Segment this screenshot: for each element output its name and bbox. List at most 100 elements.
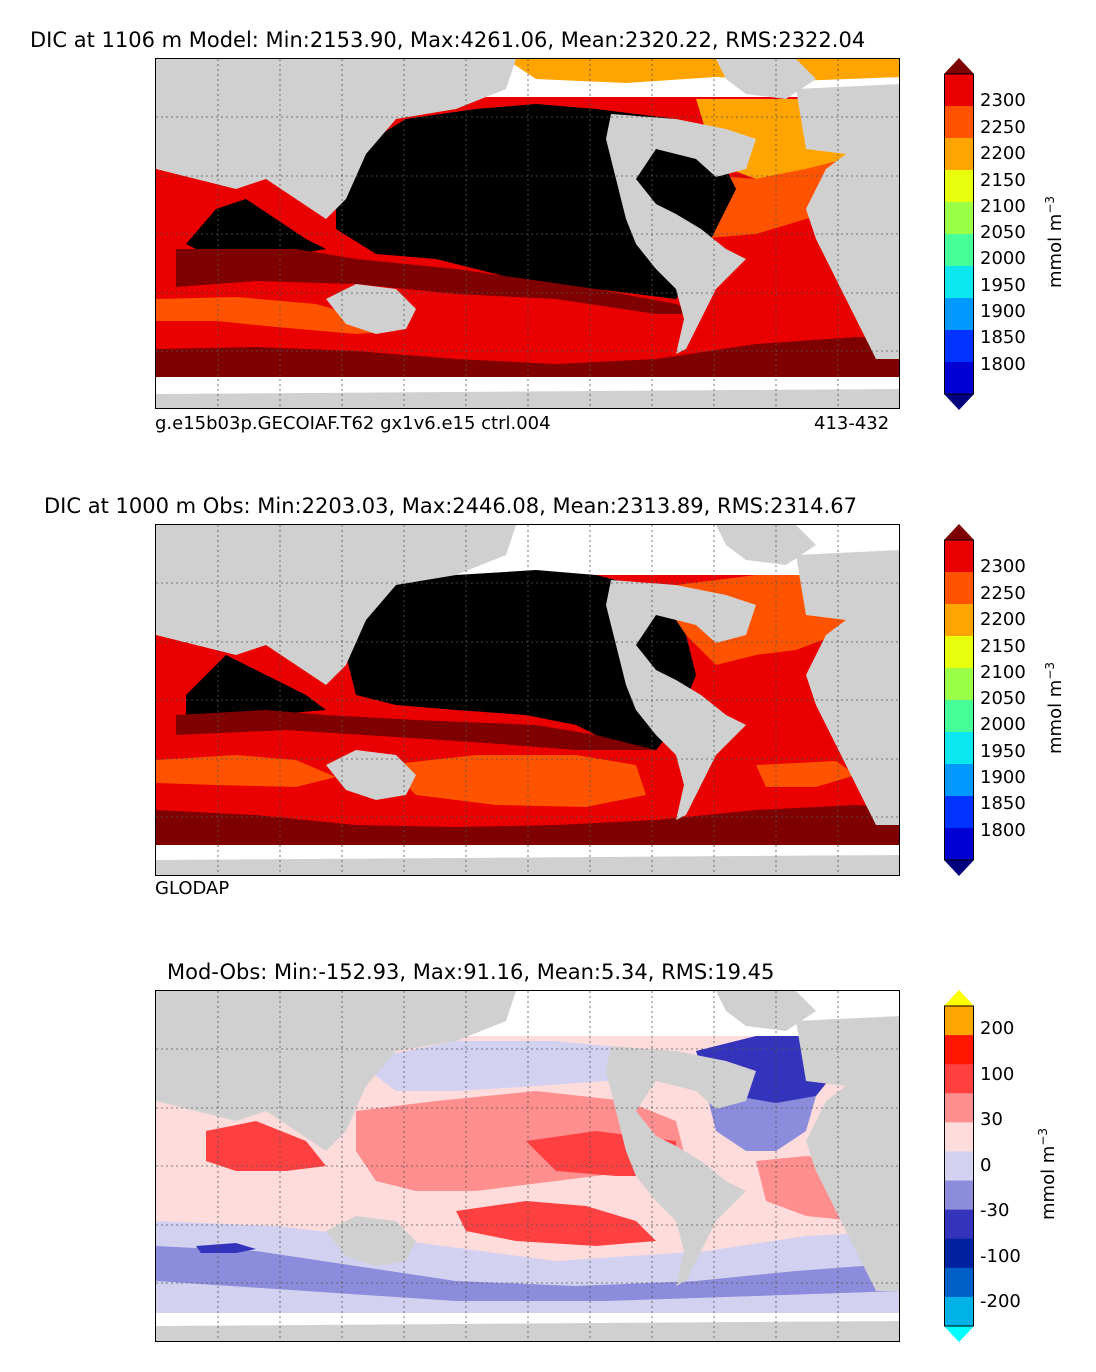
colorbar-segment: [944, 1151, 974, 1182]
land-africa-europe: [796, 1016, 899, 1291]
panel3-tick-minus200: -200: [980, 1291, 1021, 1312]
panel1-tick-1950: 1950: [980, 275, 1026, 296]
graticule: [156, 991, 899, 1341]
panel1-map: [155, 58, 900, 409]
colorbar-segment: [944, 1267, 974, 1298]
indian-darkblue: [196, 1243, 256, 1253]
colorbar-segment: [944, 668, 974, 701]
panel3-map: [155, 990, 900, 1342]
land-australia: [326, 750, 416, 800]
panel2-caption-left: GLODAP: [155, 878, 230, 899]
colorbar-segment: [944, 266, 974, 299]
graticule: [156, 59, 899, 408]
panel3-tick-100: 100: [980, 1064, 1015, 1085]
colorbar-extend-top: [944, 58, 974, 74]
panel1-tick-2150: 2150: [980, 170, 1026, 191]
panel3-title: Mod-Obs: Min:-152.93, Max:91.16, Mean:5.…: [167, 960, 775, 984]
colorbar-segment: [944, 796, 974, 829]
panel3-tick-30: 30: [980, 1109, 1003, 1130]
panel2-tick-1950: 1950: [980, 741, 1026, 762]
panel2-tick-2000: 2000: [980, 714, 1026, 735]
indian-red: [206, 1121, 326, 1171]
panel2-colorbar-svg: [944, 524, 974, 876]
graticule: [156, 525, 899, 875]
panel1-tick-1850: 1850: [980, 327, 1026, 348]
colorbar-segment: [944, 1238, 974, 1269]
colorbar-extend-top: [944, 524, 974, 540]
panel2-tick-2200: 2200: [980, 609, 1026, 630]
colorbar-segment: [944, 330, 974, 363]
colorbar-outline: [944, 1005, 974, 1327]
panel2-tick-2050: 2050: [980, 688, 1026, 709]
panel1-tick-2300: 2300: [980, 90, 1026, 111]
panel1-tick-1800: 1800: [980, 354, 1026, 375]
panel1-caption-left: g.e15b03p.GECOIAF.T62 gx1v6.e15 ctrl.004: [155, 413, 551, 434]
land-eurasia-east: [156, 525, 516, 685]
colorbar-outline: [944, 73, 974, 395]
colorbar-segment: [944, 362, 974, 395]
panel1-tick-2250: 2250: [980, 117, 1026, 138]
land-eurasia-east: [156, 991, 516, 1151]
panel1-colorbar: [944, 58, 974, 410]
land-greenland: [716, 525, 816, 565]
panel2-tick-2300: 2300: [980, 556, 1026, 577]
panel3-tick-0: 0: [980, 1155, 992, 1176]
panel1-units: mmol m−3: [1043, 195, 1066, 288]
panel3-colorbar-svg: [944, 990, 974, 1342]
panel2-tick-1800: 1800: [980, 820, 1026, 841]
colorbar-segment: [944, 764, 974, 797]
land-eurasia-east: [156, 59, 516, 219]
colorbar-segment: [944, 1006, 974, 1036]
atlantic-midblue: [706, 1091, 816, 1151]
panel1-tick-2100: 2100: [980, 196, 1026, 217]
panel3-tick-200: 200: [980, 1018, 1015, 1039]
colorbar-segment: [944, 234, 974, 267]
land-australia: [326, 284, 416, 334]
south-atlantic-orange: [756, 761, 856, 787]
colorbar-extend-bottom: [944, 394, 974, 410]
colorbar-segment: [944, 1296, 974, 1327]
land-greenland: [716, 991, 816, 1031]
colorbar-segment: [944, 700, 974, 733]
colorbar-segment: [944, 732, 974, 765]
south-pacific-orange: [386, 755, 646, 807]
panel1-caption-right: 413-432: [814, 413, 890, 434]
panel3-tick-minus30: -30: [980, 1200, 1010, 1221]
colorbar-extend-top: [944, 990, 974, 1006]
panel3-tick-minus100: -100: [980, 1246, 1021, 1267]
panel2-title: DIC at 1000 m Obs: Min:2203.03, Max:2446…: [44, 494, 857, 518]
colorbar-segment: [944, 828, 974, 861]
colorbar-segment: [944, 540, 974, 573]
panel2-tick-2150: 2150: [980, 636, 1026, 657]
panel1-title: DIC at 1106 m Model: Min:2153.90, Max:42…: [30, 28, 866, 52]
panel1-colorbar-svg: [944, 58, 974, 410]
colorbar-segment: [944, 1209, 974, 1240]
colorbar-extend-bottom: [944, 1326, 974, 1342]
colorbar-segment: [944, 1180, 974, 1211]
colorbar-segment: [944, 604, 974, 637]
south-pacific-red: [456, 1201, 656, 1246]
panel2-tick-1850: 1850: [980, 793, 1026, 814]
land-africa-europe: [796, 84, 899, 359]
indian-darkred: [176, 249, 696, 314]
south-orange-band: [156, 297, 396, 334]
panel2-tick-1900: 1900: [980, 767, 1026, 788]
colorbar-segment: [944, 138, 974, 171]
colorbar-segment: [944, 1035, 974, 1065]
colorbar-segment: [944, 74, 974, 107]
south-indian-orange: [156, 755, 336, 787]
colorbar-segment: [944, 572, 974, 605]
panel2-units: mmol m−3: [1043, 661, 1066, 754]
pacific-lightblue: [356, 1041, 676, 1091]
indian-darkred: [176, 710, 656, 750]
colorbar-segment: [944, 106, 974, 139]
colorbar-extend-bottom: [944, 860, 974, 876]
indian-black: [186, 199, 326, 254]
panel2-tick-2250: 2250: [980, 583, 1026, 604]
colorbar-segment: [944, 298, 974, 331]
colorbar-segment: [944, 1093, 974, 1123]
land-africa-europe: [796, 550, 899, 825]
land-antarctica: [156, 389, 899, 408]
panel3-units: mmol m−3: [1036, 1127, 1059, 1220]
land-greenland: [716, 59, 816, 99]
